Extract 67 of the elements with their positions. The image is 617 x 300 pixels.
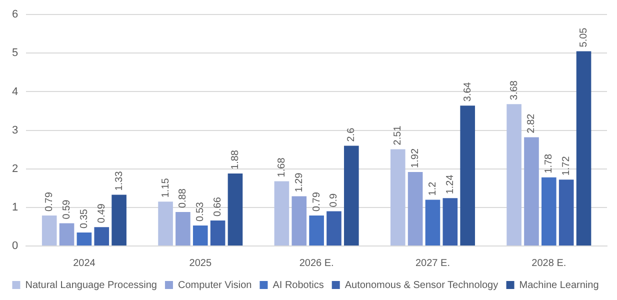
y-tick-label: 1 [12,201,18,214]
data-label: 1.29 [294,172,305,192]
bar [228,173,243,246]
data-label: 0.66 [212,196,224,217]
data-label: 1.2 [427,181,438,196]
bar [210,220,226,246]
data-label: 3.68 [508,80,520,100]
bar [558,180,574,246]
x-tick-label: 2026 E. [299,258,334,269]
x-tick-label: 2024 [73,258,96,269]
x-tick-label: 2025 [189,258,212,269]
legend-label: Machine Learning [519,280,599,291]
bar [390,149,406,246]
data-label: 1.78 [544,153,555,174]
bar [42,216,57,246]
bar [76,232,92,246]
bar [59,223,74,246]
x-tick-label: 2028 E. [532,258,566,269]
data-label: 1.24 [444,174,456,194]
bar [94,227,110,246]
legend-label: AI Robotics [272,280,324,291]
data-label: 5.05 [578,27,590,48]
legend-label: Natural Language Processing [25,280,157,291]
y-tick-label: 6 [12,8,18,21]
bar [524,137,539,246]
bar [460,106,475,246]
bar [176,212,190,246]
bar [542,177,556,246]
data-label: 1.15 [160,178,172,198]
bar [425,200,440,246]
bar [442,198,458,246]
y-tick-label: 3 [12,124,18,136]
data-label: 1.33 [114,170,125,191]
data-label: 0.53 [195,202,206,222]
bar [408,172,423,246]
data-label: 0.59 [62,199,73,220]
bar [326,211,342,246]
x-tick-label: 2027 E. [415,258,450,269]
bar [112,194,126,246]
bar [576,51,592,246]
bar [192,226,208,246]
data-label: 0.35 [78,208,90,228]
legend-label: Autonomous & Sensor Technology [344,280,498,291]
data-label: 0.9 [328,192,340,208]
data-label: 2.82 [526,113,538,134]
bar [309,216,324,246]
data-label: 1.88 [230,150,241,170]
y-tick-label: 4 [12,86,18,98]
data-label: 0.49 [96,203,108,224]
legend-label: Computer Vision [178,280,252,291]
data-label: 3.64 [462,82,474,102]
bar [274,181,290,246]
bar [158,202,173,246]
y-tick-label: 0 [12,240,18,252]
bar [292,196,307,246]
data-label: 0.79 [44,192,56,212]
bar [344,146,359,246]
data-label: 0.79 [311,192,322,212]
data-label: 2.51 [392,125,404,146]
bar [506,104,522,246]
data-label: 2.6 [346,127,358,142]
y-tick-label: 5 [12,47,18,60]
data-label: 1.68 [276,157,288,178]
data-label: 1.92 [410,148,422,168]
data-label: 1.72 [561,156,572,176]
data-label: 0.88 [178,188,189,208]
y-tick-label: 2 [12,162,18,175]
